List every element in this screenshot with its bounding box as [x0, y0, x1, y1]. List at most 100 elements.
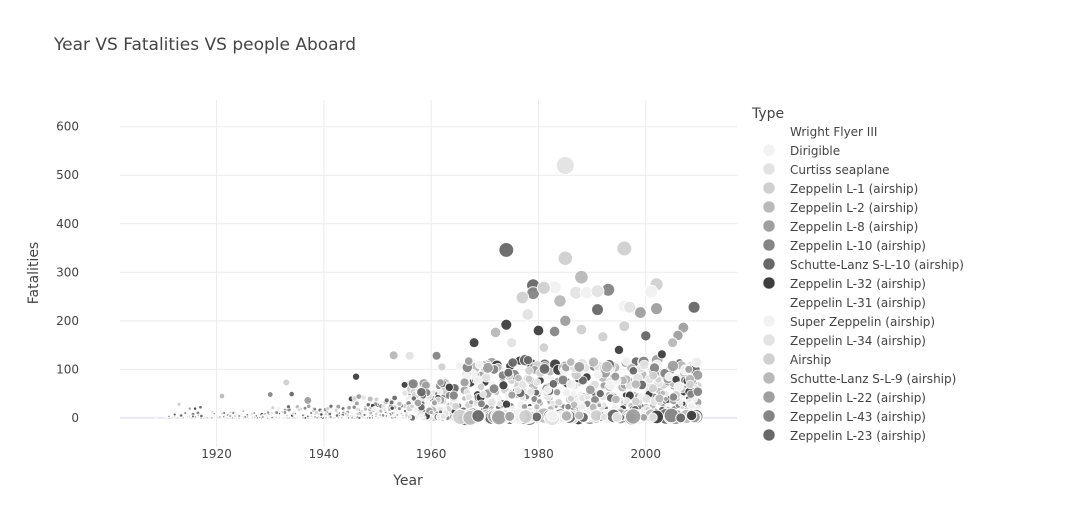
scatter-point: [228, 410, 233, 415]
scatter-point: [468, 399, 474, 406]
scatter-point: [314, 410, 319, 415]
scatter-point: [277, 415, 282, 419]
scatter-point: [351, 372, 361, 381]
scatter-point: [436, 388, 444, 396]
scatter-point: [564, 403, 572, 411]
scatter-point: [559, 314, 572, 327]
scatter-point: [382, 407, 388, 412]
scatter-point: [293, 411, 297, 416]
scatter-point: [574, 410, 585, 421]
scatter-point: [654, 393, 665, 404]
scatter-point: [526, 388, 535, 397]
legend-label: Schutte-Lanz S-L-10 (airship): [790, 258, 964, 272]
scatter-point: [376, 416, 380, 420]
scatter-point: [346, 405, 352, 411]
scatter-point: [553, 404, 559, 410]
scatter-point: [223, 416, 227, 420]
scatter-point: [401, 389, 409, 397]
scatter-point: [237, 414, 242, 418]
scatter-point: [638, 359, 650, 371]
x-tick-label: 1940: [309, 447, 340, 461]
scatter-point: [357, 415, 362, 420]
legend-item: Schutte-Lanz S-L-9 (airship): [762, 371, 956, 386]
scatter-point: [531, 411, 543, 423]
scatter-point: [444, 382, 454, 392]
y-tick-label: 400: [56, 217, 79, 231]
scatter-point: [437, 362, 447, 372]
legend-marker: [762, 238, 776, 252]
legend-title: Type: [751, 106, 784, 122]
legend-marker: [762, 219, 776, 233]
scatter-point: [668, 392, 679, 402]
scatter-point: [208, 416, 212, 420]
scatter-point: [265, 414, 269, 418]
scatter-point: [489, 326, 502, 339]
chart-title: Year VS Fatalities VS people Aboard: [53, 35, 356, 55]
scatter-point: [416, 387, 427, 398]
legend-item: Zeppelin L-43 (airship): [762, 409, 926, 424]
legend-label: Dirigible: [790, 144, 840, 158]
scatter-point: [198, 404, 203, 410]
scatter-point: [368, 410, 374, 416]
legend: Wright Flyer III Dirigible Curtiss seaplan…: [762, 124, 964, 443]
scatter-point: [532, 324, 545, 337]
legend-marker: [762, 143, 776, 157]
x-tick-label: 1920: [201, 447, 232, 461]
scatter-point: [684, 364, 694, 374]
scatter-point: [557, 250, 574, 266]
scatter-point: [418, 413, 425, 420]
scatter-point: [596, 402, 603, 408]
scatter-point: [371, 405, 378, 412]
scatter-point: [295, 416, 299, 420]
scatter-point: [172, 412, 177, 417]
scatter-point: [555, 156, 575, 176]
scatter-point: [280, 410, 284, 414]
legend-item: Airship: [762, 352, 831, 367]
scatter-point: [252, 411, 257, 415]
scatter-point: [554, 398, 563, 407]
legend-label: Zeppelin L-1 (airship): [790, 182, 918, 196]
scatter-point: [265, 410, 271, 415]
scatter-point: [315, 416, 319, 420]
scatter-point: [597, 331, 609, 343]
scatter-point: [186, 415, 190, 419]
scatter-point: [565, 357, 576, 367]
legend-label: Zeppelin L-23 (airship): [790, 429, 926, 443]
scatter-point: [378, 408, 384, 414]
legend-item: Zeppelin L-1 (airship): [762, 181, 918, 196]
legend-label: Curtiss seaplane: [790, 163, 890, 177]
scatter-point: [404, 350, 415, 361]
scatter-point: [548, 379, 559, 389]
scatter-point: [400, 381, 409, 389]
legend-marker: [762, 333, 776, 347]
y-tick-label: 0: [71, 411, 79, 425]
scatter-point: [613, 344, 625, 356]
legend-item: Zeppelin L-2 (airship): [762, 200, 918, 215]
scatter-point: [431, 399, 438, 407]
scatter-point: [624, 408, 642, 425]
scatter-point: [389, 405, 395, 411]
legend-label: Zeppelin L-43 (airship): [790, 410, 926, 424]
scatter-point: [187, 406, 192, 411]
x-tick-label: 1980: [523, 447, 554, 461]
legend-label: Super Zeppelin (airship): [790, 315, 935, 329]
scatter-point: [692, 386, 703, 397]
legend-label: Schutte-Lanz S-L-9 (airship): [790, 372, 956, 386]
scatter-point: [518, 409, 533, 424]
scatter-point: [590, 284, 605, 299]
scatter-point: [285, 413, 289, 418]
scatter-point: [656, 349, 667, 360]
scatter-point: [667, 337, 679, 349]
scatter-point: [560, 410, 573, 422]
scatter-point: [611, 394, 621, 405]
scatter-point: [565, 379, 577, 390]
scatter-point: [585, 384, 596, 395]
scatter-point: [479, 390, 487, 398]
scatter-point: [503, 367, 514, 378]
scatter-point: [403, 409, 407, 413]
scatter-point: [538, 342, 550, 353]
scatter-point: [167, 414, 171, 419]
y-axis-label: Fatalities: [26, 242, 42, 304]
legend-item: Zeppelin L-8 (airship): [762, 219, 918, 234]
scatter-point: [451, 402, 460, 411]
